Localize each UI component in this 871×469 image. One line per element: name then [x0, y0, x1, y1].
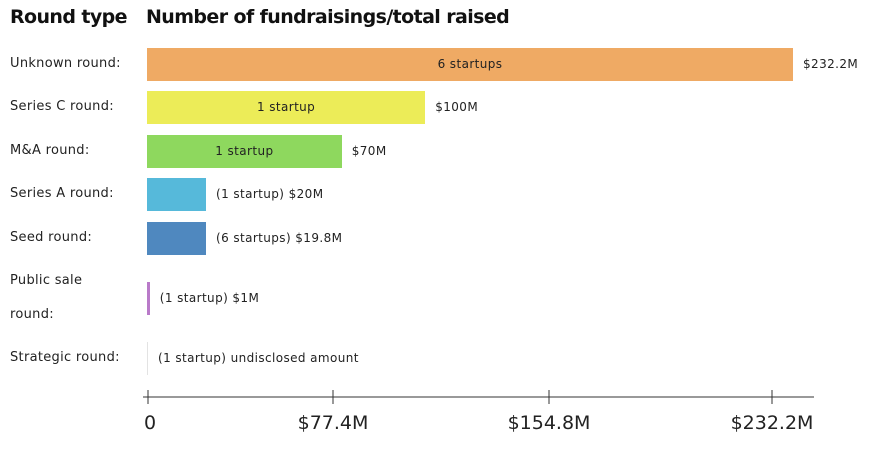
bar-startup-label: (1 startup) — [216, 187, 285, 201]
x-tick-label: $77.4M — [297, 412, 369, 434]
bar-value-label: $232.2M — [803, 57, 859, 71]
category-label: Public sale round: — [10, 273, 83, 322]
bar-label: (1 startup) $20M — [216, 186, 323, 202]
bar-startup-label: (6 startups) — [216, 231, 292, 245]
x-tick-label: $154.8M — [507, 412, 591, 434]
category-label: Series A round: — [10, 186, 114, 201]
bar-value-label: $1M — [232, 291, 260, 305]
x-tick-label: 0 — [143, 412, 157, 434]
bar — [147, 90, 426, 124]
category-label: Unknown round: — [10, 56, 121, 71]
bar-label: (1 startup) undisclosed amount — [158, 350, 359, 366]
bar — [147, 177, 206, 211]
category-header: Round type — [10, 6, 128, 28]
bar-value-label: $70M — [351, 144, 387, 158]
bar-label: (6 startups) $19.8M — [216, 230, 342, 246]
bar-startup-label: 1 startup — [215, 144, 274, 158]
bar-value-label: $19.8M — [295, 231, 343, 245]
bar-value-label: undisclosed amount — [230, 351, 359, 365]
bar-value-label: $20M — [288, 187, 324, 201]
bar-label: (1 startup) $1M — [160, 290, 259, 306]
category-label: M&A round: — [10, 143, 90, 158]
bar — [147, 134, 342, 168]
bar — [147, 221, 206, 255]
bar — [147, 47, 793, 81]
bar-startup-label: 1 startup — [256, 100, 316, 114]
x-tick-label: $232.2M — [730, 412, 814, 434]
bar-startup-label: (1 startup) — [158, 351, 227, 365]
category-label: Seed round: — [10, 230, 93, 245]
bar — [147, 281, 150, 315]
bar-startup-label: 6 startups — [437, 57, 503, 71]
bar-startup-label: (1 startup) — [159, 291, 229, 305]
category-label: Series C round: — [10, 99, 114, 114]
bar-value-label: $100M — [435, 100, 479, 114]
category-label: Strategic round: — [10, 350, 120, 365]
bar — [147, 341, 148, 375]
chart-title: Number of fundraisings/total raised — [146, 6, 510, 28]
